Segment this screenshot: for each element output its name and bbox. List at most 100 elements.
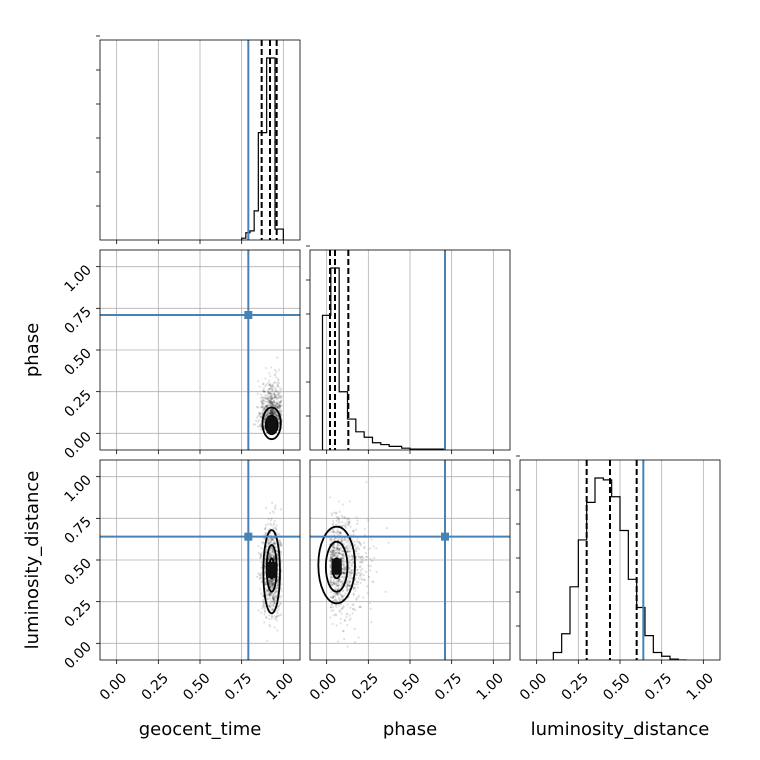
sample-point xyxy=(269,375,272,378)
sample-point xyxy=(338,549,341,553)
sample-point xyxy=(268,541,271,544)
sample-point xyxy=(273,506,277,509)
sample-point xyxy=(359,557,362,560)
sample-point xyxy=(337,530,340,533)
sample-point xyxy=(335,580,338,583)
contour-middle xyxy=(264,414,279,436)
panel-phase-phase xyxy=(306,245,511,454)
sample-point xyxy=(259,552,262,556)
sample-point xyxy=(337,581,340,584)
sample-point xyxy=(273,410,276,413)
sample-point xyxy=(334,551,338,554)
sample-point xyxy=(338,544,341,547)
sample-point xyxy=(332,545,335,549)
sample-point xyxy=(271,396,275,399)
sample-point xyxy=(259,415,262,419)
sample-point xyxy=(341,503,345,506)
sample-point xyxy=(344,524,347,528)
sample-point xyxy=(271,410,275,414)
sample-point xyxy=(273,374,276,377)
sample-point xyxy=(271,538,274,541)
sample-point xyxy=(267,383,270,387)
sample-point xyxy=(346,645,349,648)
sample-point xyxy=(348,584,351,587)
sample-point xyxy=(270,394,274,398)
sample-point xyxy=(337,538,340,542)
panel-phase-luminosity_distance: 0.00 0.25 0.50 0.75 1.00 xyxy=(307,459,511,704)
sample-point xyxy=(340,554,344,557)
sample-point xyxy=(273,557,276,560)
sample-point xyxy=(277,407,280,410)
sample-point xyxy=(272,598,275,601)
sample-point xyxy=(276,406,279,409)
sample-point xyxy=(262,601,265,604)
sample-point xyxy=(358,561,362,564)
sample-point xyxy=(341,554,344,557)
sample-point xyxy=(337,580,340,583)
sample-point xyxy=(357,580,360,583)
sample-point xyxy=(337,518,340,521)
sample-point xyxy=(355,547,358,550)
sample-point xyxy=(343,554,346,557)
sample-point xyxy=(267,388,270,391)
sample-point xyxy=(273,396,276,399)
sample-point xyxy=(273,392,276,395)
sample-point xyxy=(342,524,345,527)
sample-point xyxy=(342,589,345,592)
sample-point xyxy=(273,412,277,415)
sample-point xyxy=(264,417,267,420)
sample-point xyxy=(342,565,345,568)
sample-point xyxy=(268,623,271,626)
sample-point xyxy=(369,565,373,568)
sample-point xyxy=(334,512,338,515)
sample-point xyxy=(269,555,272,558)
sample-point xyxy=(273,520,276,523)
sample-point xyxy=(348,573,351,576)
sample-point xyxy=(277,418,280,421)
sample-point xyxy=(267,401,270,404)
sample-point xyxy=(269,384,272,387)
sample-point xyxy=(272,399,276,403)
sample-point xyxy=(271,412,274,415)
sample-point xyxy=(344,522,347,525)
sample-point xyxy=(270,404,273,407)
sample-point xyxy=(271,597,274,600)
sample-point xyxy=(263,621,266,624)
sample-point xyxy=(264,400,267,403)
sample-point xyxy=(263,417,266,421)
sample-point xyxy=(341,521,344,524)
y-tick-label-phase: 0.00 xyxy=(61,429,94,462)
sample-point xyxy=(343,525,347,528)
sample-point xyxy=(341,580,344,583)
sample-point xyxy=(334,587,337,590)
sample-point xyxy=(385,527,389,530)
sample-point xyxy=(273,401,276,404)
sample-point xyxy=(273,599,276,602)
sample-point xyxy=(346,584,349,587)
sample-point xyxy=(276,605,280,608)
sample-point xyxy=(353,544,356,548)
sample-point xyxy=(339,622,342,625)
sample-point xyxy=(339,617,342,621)
sample-point xyxy=(276,629,279,632)
sample-point xyxy=(337,552,341,555)
sample-point xyxy=(357,547,361,551)
sample-point xyxy=(278,407,282,410)
sample-point xyxy=(270,545,273,548)
sample-point xyxy=(331,595,335,599)
sample-point xyxy=(329,616,332,619)
sample-point xyxy=(329,580,332,583)
sample-point xyxy=(268,551,272,554)
sample-point xyxy=(329,569,332,573)
sample-point xyxy=(332,549,335,552)
sample-point xyxy=(341,567,344,571)
sample-point xyxy=(266,414,269,417)
sample-point xyxy=(333,546,336,549)
sample-point xyxy=(337,578,341,581)
panel-content xyxy=(100,460,300,660)
sample-point xyxy=(271,537,274,540)
sample-point xyxy=(346,589,349,593)
sample-point xyxy=(263,560,267,564)
sample-point xyxy=(349,580,352,583)
sample-point xyxy=(266,597,269,600)
